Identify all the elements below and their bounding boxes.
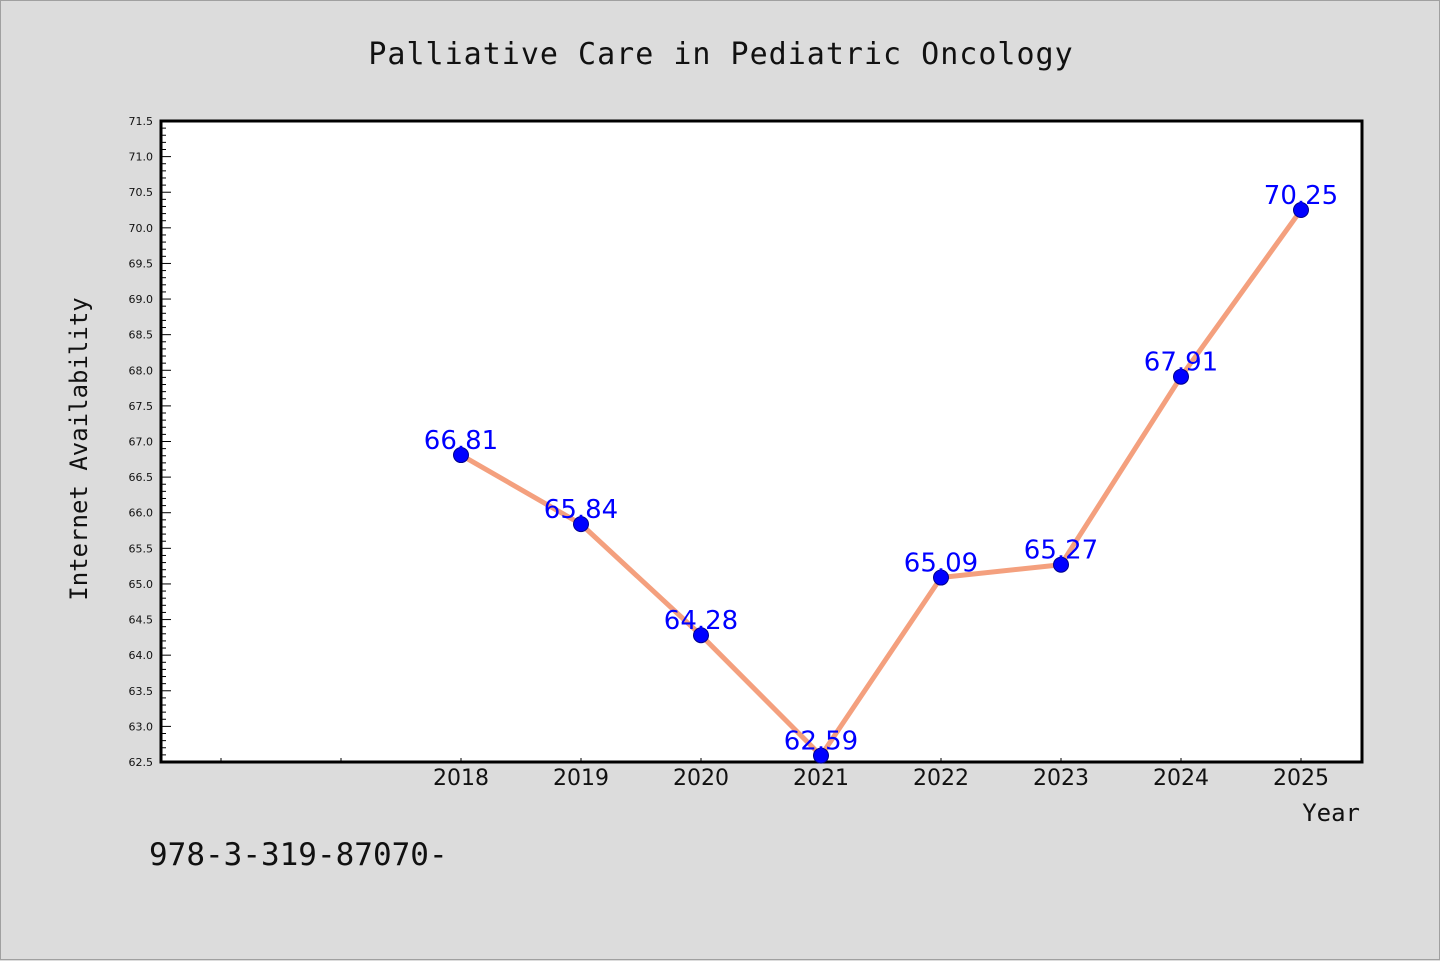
- x-tick-label: 2022: [913, 766, 969, 791]
- data-label: 62.59: [784, 727, 858, 757]
- data-label: 66.81: [424, 426, 498, 456]
- data-point-marker: [933, 569, 949, 586]
- y-tick-label: 67.0: [129, 436, 154, 449]
- data-label: 70.25: [1264, 181, 1338, 211]
- y-tick-label: 68.5: [129, 329, 154, 342]
- data-label: 64.28: [664, 606, 738, 636]
- x-tick-label: 2018: [433, 766, 489, 791]
- data-label: 65.09: [904, 549, 978, 579]
- y-tick-label: 67.5: [129, 400, 154, 413]
- data-label: 65.84: [544, 495, 618, 525]
- data-point-marker: [1053, 556, 1069, 573]
- x-tick-label: 2021: [793, 766, 849, 791]
- x-tick-label: 2020: [673, 766, 729, 791]
- y-tick-label: 70.0: [129, 222, 154, 235]
- x-tick-label: 2025: [1273, 766, 1329, 791]
- y-tick-label: 63.5: [129, 685, 154, 698]
- y-tick-label: 71.5: [129, 115, 154, 128]
- data-point-marker: [453, 447, 469, 464]
- y-tick-label: 65.5: [129, 542, 154, 555]
- data-point-marker: [693, 627, 709, 644]
- data-point-marker: [573, 516, 589, 533]
- y-tick-label: 69.0: [129, 293, 154, 306]
- data-point-marker: [1173, 368, 1189, 385]
- y-tick-label: 62.5: [129, 756, 154, 769]
- y-axis-title: Internet Availability: [65, 297, 93, 600]
- y-tick-label: 63.0: [129, 720, 154, 733]
- x-tick-label: 2023: [1033, 766, 1089, 791]
- x-tick-label: 2024: [1153, 766, 1209, 791]
- y-axis: 62.5 63.0 63.5 64.0 64.5 65.0 65.5 66.0 66.5 67.0…: [129, 115, 171, 769]
- y-tick-label: 66.0: [129, 507, 154, 520]
- y-tick-label: 68.0: [129, 364, 154, 377]
- y-tick-label: 70.5: [129, 186, 154, 199]
- y-tick-label: 69.5: [129, 257, 154, 270]
- y-tick-label: 66.5: [129, 471, 154, 484]
- y-tick-label: 64.0: [129, 649, 154, 662]
- chart-title: Palliative Care in Pediatric Oncology: [368, 37, 1073, 72]
- series-line: [458, 207, 1304, 759]
- data-label: 67.91: [1144, 348, 1218, 378]
- data-point-marker: [1293, 202, 1309, 219]
- x-axis-title: Year: [1302, 799, 1360, 827]
- x-axis: 2018 2019 2020 2021 2022 2023 2024 2025: [220, 758, 1329, 791]
- data-series: 66.81 65.84 64.28 62.59 65.09 65.27 67.91 70.25: [424, 181, 1338, 764]
- x-tick-label: 2019: [553, 766, 609, 791]
- y-tick-label: 71.0: [129, 151, 154, 164]
- y-tick-label: 64.5: [129, 614, 154, 627]
- plot-area: [159, 119, 1364, 764]
- footnote-text: 978-3-319-87070-: [149, 837, 448, 873]
- data-point-marker: [813, 747, 829, 764]
- y-tick-label: 65.0: [129, 578, 154, 591]
- data-label: 65.27: [1024, 536, 1098, 566]
